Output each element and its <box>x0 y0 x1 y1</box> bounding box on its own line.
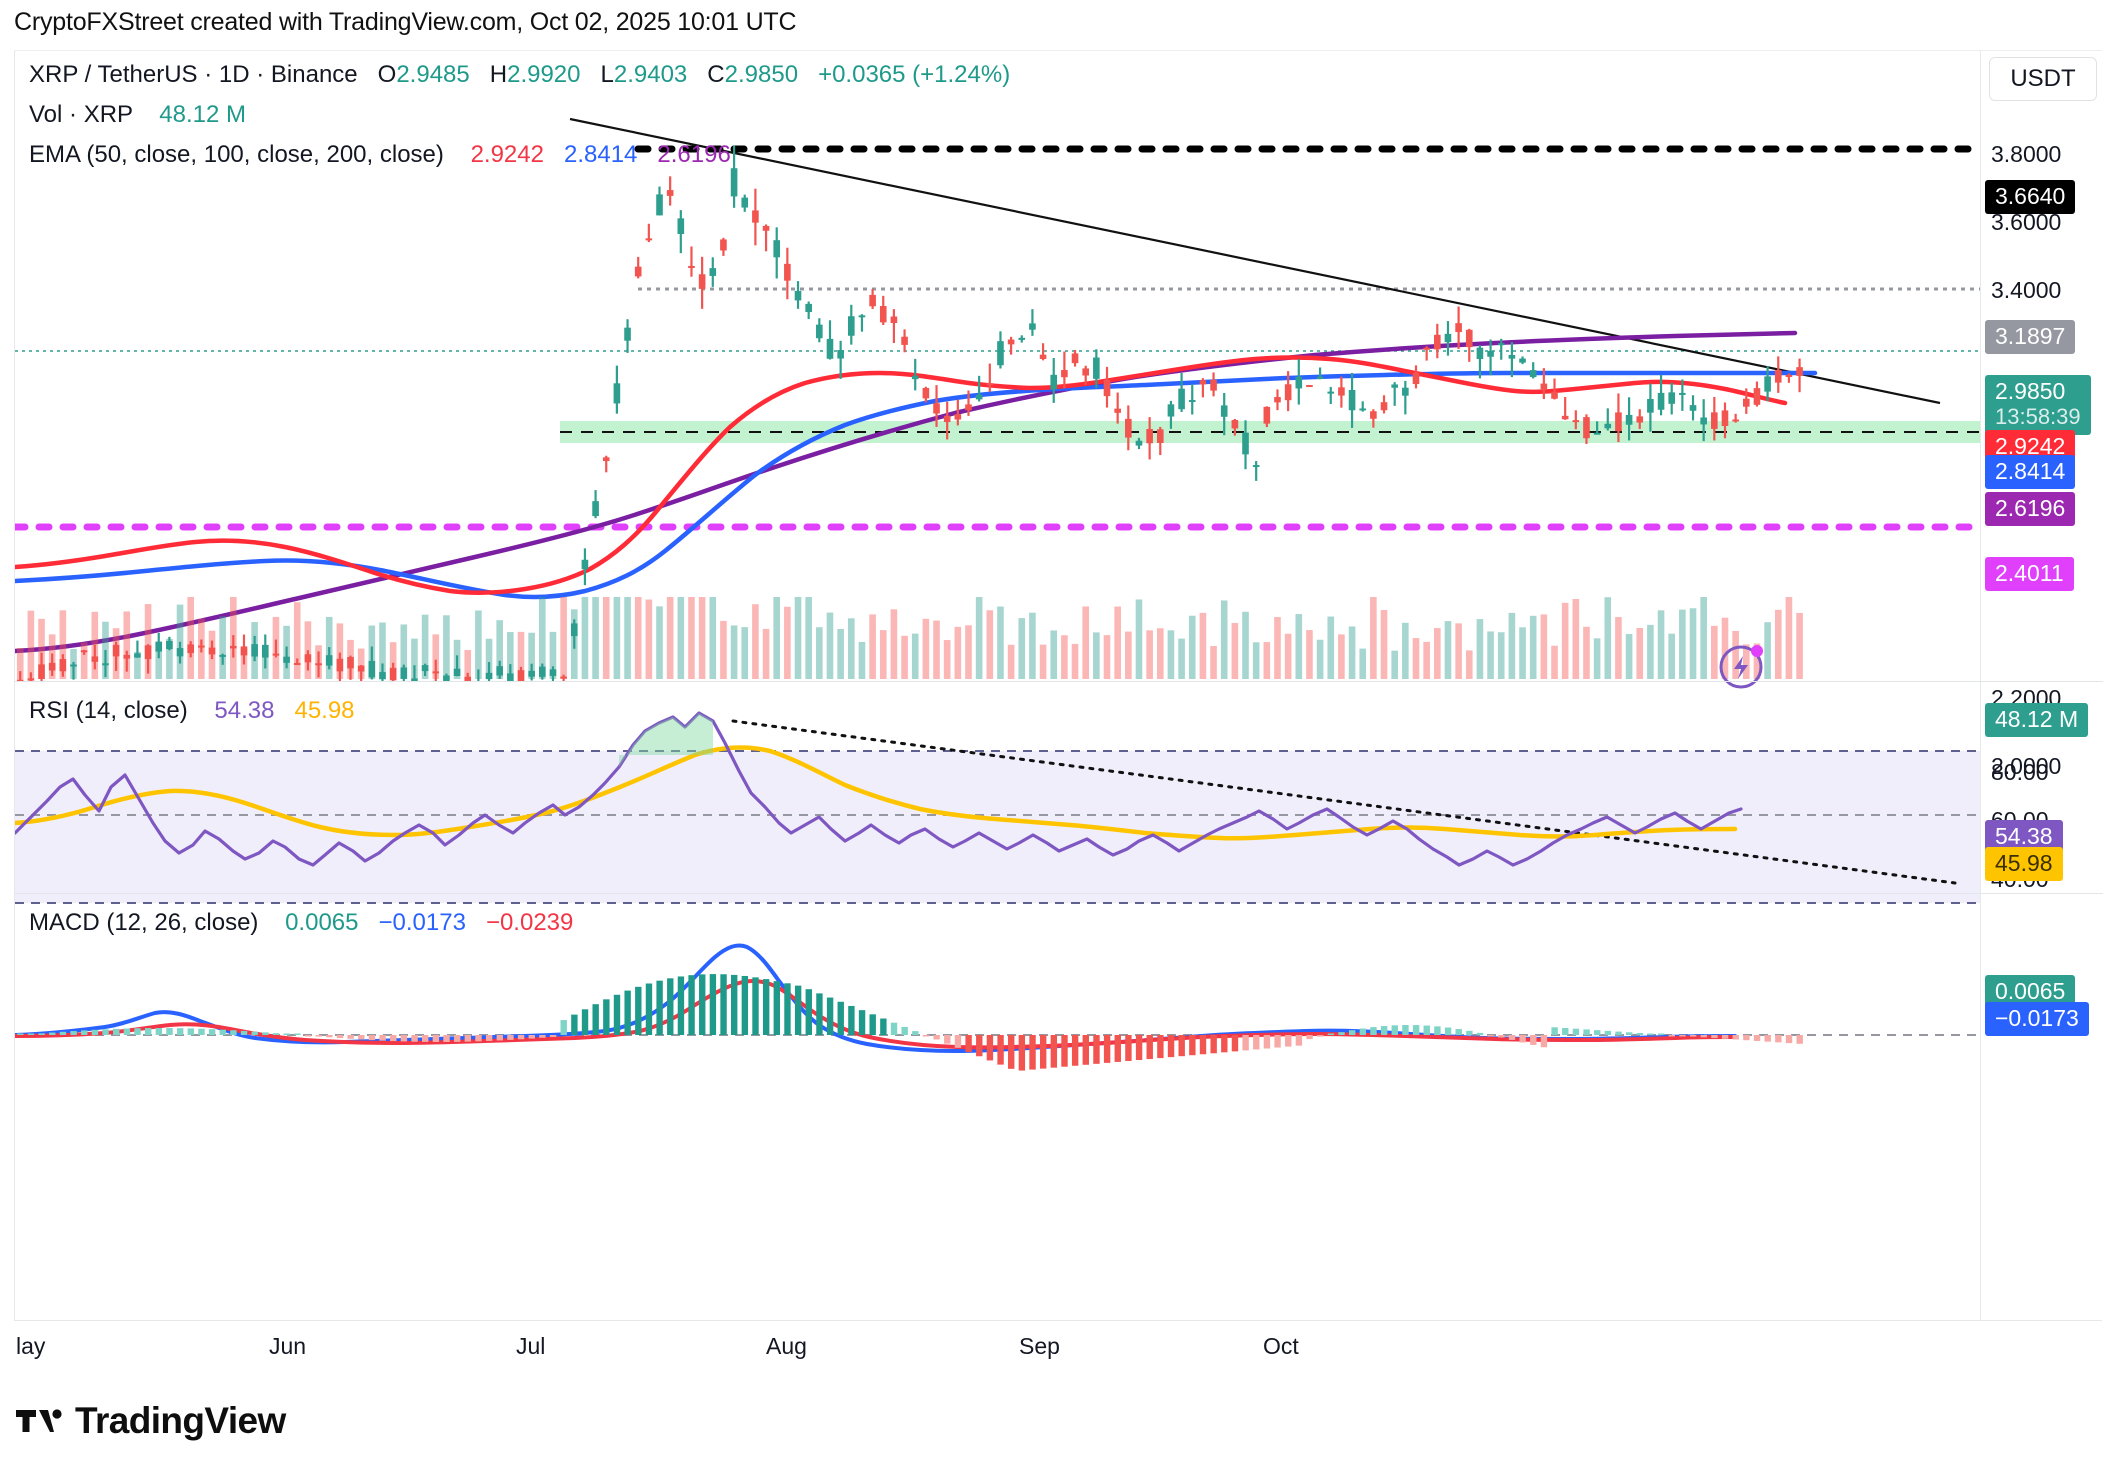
macd-legend-value: −0.0173 <box>378 909 466 936</box>
legend-low-label: L <box>600 61 614 88</box>
pane-separator-rsi <box>15 681 2103 682</box>
volume-legend-label: Vol · XRP <box>29 101 133 128</box>
time-axis-tick: Sep <box>1019 1333 1060 1359</box>
countdown-label: 13:58:39 <box>1995 403 2081 429</box>
legend-close-label: C <box>707 61 725 88</box>
alert-lightning-icon[interactable] <box>1715 639 1767 691</box>
candlestick-series <box>16 145 1803 681</box>
time-axis-tick: Jul <box>516 1333 546 1359</box>
ema-legend-label: EMA (50, close, 100, close, 200, close) <box>29 141 444 168</box>
axis-tick-label: 80.00 <box>1991 759 2049 785</box>
ema-legend-row[interactable]: EMA (50, close, 100, close, 200, close) … <box>29 141 731 169</box>
legend-sep-1: · <box>204 61 213 88</box>
tradingview-wordmark: TradingView <box>75 1400 286 1441</box>
time-axis-tick: Aug <box>766 1333 807 1359</box>
legend-symbol[interactable]: XRP / TetherUS <box>29 61 198 88</box>
last-price-pill[interactable]: 2.9850 13:58:39 <box>1985 375 2091 436</box>
time-axis-tick: Jun <box>269 1333 307 1359</box>
ema200-legend-value: 2.6196 <box>657 141 731 168</box>
legend-sep-2: · <box>256 61 265 88</box>
macd-histogram <box>17 974 1803 1071</box>
time-axis-tick: lay <box>16 1333 46 1359</box>
price-axis-unit-badge[interactable]: USDT <box>1989 57 2097 101</box>
rsi-pane-canvas <box>15 711 1980 904</box>
axis-tick-label: 3.4000 <box>1991 277 2062 303</box>
tradingview-logo-icon <box>16 1409 62 1432</box>
rsi-legend-row[interactable]: RSI (14, close) 54.38 45.98 <box>29 697 355 725</box>
macd-hist-legend-value: 0.0065 <box>285 909 359 936</box>
ema100-pill[interactable]: 2.8414 <box>1985 455 2076 489</box>
legend-exchange[interactable]: Binance <box>270 61 358 88</box>
legend-close-value: 2.9850 <box>724 61 799 88</box>
pane-separator-macd <box>15 893 2103 894</box>
volume-legend-value: 48.12 M <box>159 101 246 128</box>
legend-change: +0.0365 (+1.24%) <box>818 61 1011 88</box>
rsi-legend-value: 54.38 <box>214 697 275 724</box>
tradingview-branding: TradingView <box>16 1400 286 1442</box>
time-axis[interactable]: lay Jun Jul Aug Sep Oct <box>14 1320 2102 1370</box>
ema100-legend-value: 2.8414 <box>563 141 638 168</box>
axis-tick-label: 2.0000 <box>1991 753 2062 779</box>
axis-tick-label: 3.8000 <box>1991 141 2062 167</box>
legend-high-value: 2.9920 <box>507 61 581 88</box>
legend-high-label: H <box>489 61 508 88</box>
price-legend-row-1[interactable]: XRP / TetherUS · 1D · Binance O2.9485 H2… <box>29 61 1010 89</box>
legend-open-label: O <box>377 61 397 88</box>
resistance-level-pill[interactable]: 3.6640 <box>1985 180 2076 214</box>
price-pane-canvas <box>15 117 1980 654</box>
macd-value-pill[interactable]: −0.0173 <box>1985 1002 2089 1036</box>
rsi-ma-legend-value: 45.98 <box>294 697 355 724</box>
rsi-legend-label: RSI (14, close) <box>29 697 188 724</box>
macd-signal-legend-value: −0.0239 <box>485 909 574 936</box>
chart-frame: USDT 3.8000 3.6000 3.4000 2.2000 2.0000 3.66… <box>14 50 2103 1321</box>
legend-interval[interactable]: 1D <box>218 61 250 88</box>
attribution-text: CryptoFXStreet created with TradingView.… <box>14 8 797 36</box>
price-axis[interactable]: USDT 3.8000 3.6000 3.4000 2.2000 2.0000 3.66… <box>1980 51 2103 1321</box>
ema200-pill[interactable]: 2.6196 <box>1985 492 2076 526</box>
ema50-legend-value: 2.9242 <box>470 141 544 168</box>
volume-pill[interactable]: 48.12 M <box>1985 703 2089 737</box>
legend-low-value: 2.9403 <box>613 61 688 88</box>
macd-legend-label: MACD (12, 26, close) <box>29 909 259 936</box>
macd-legend-row[interactable]: MACD (12, 26, close) 0.0065 −0.0173 −0.0… <box>29 909 573 937</box>
level-3-1897-pill[interactable]: 3.1897 <box>1985 320 2076 354</box>
legend-open-value: 2.9485 <box>396 61 470 88</box>
volume-legend-row[interactable]: Vol · XRP 48.12 M <box>29 101 246 129</box>
time-axis-tick: Oct <box>1263 1333 1299 1359</box>
support-level-pill[interactable]: 2.4011 <box>1985 557 2074 591</box>
rsi-ma-value-pill[interactable]: 45.98 <box>1985 847 2063 881</box>
